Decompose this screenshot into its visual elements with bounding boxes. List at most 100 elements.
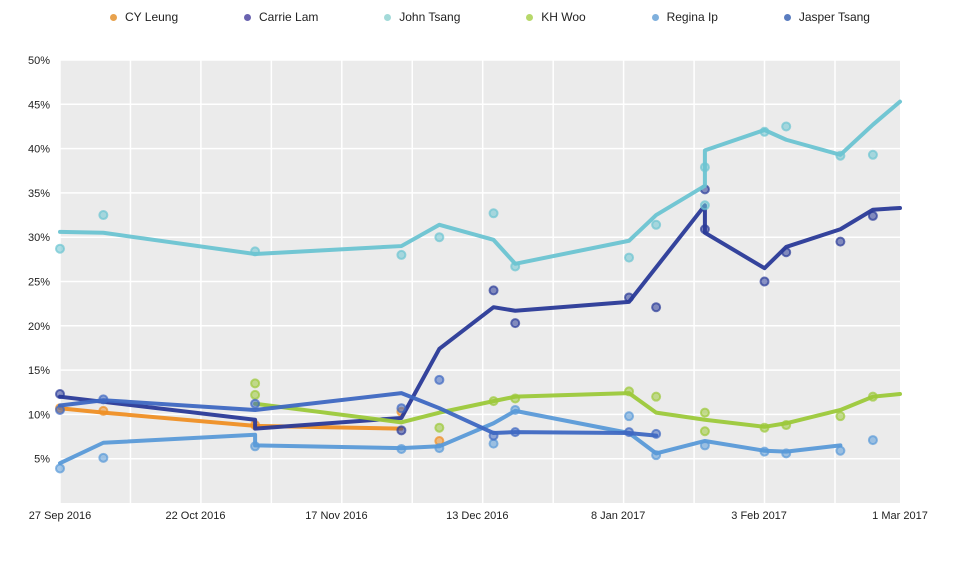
legend-label: Carrie Lam [259,10,319,24]
legend-dot-icon [384,13,392,21]
legend-item-kh-woo[interactable]: KH Woo [526,10,586,24]
data-point [699,407,710,418]
data-point [488,208,499,219]
data-point [781,121,792,132]
data-point [434,232,445,243]
data-point [488,285,499,296]
data-point [510,261,521,272]
data-point [250,398,261,409]
x-tick-label: 22 Oct 2016 [166,510,226,522]
series-john-tsang [55,99,902,272]
series-line [58,408,843,466]
data-point [624,427,635,438]
data-point [396,403,407,414]
data-point [835,150,846,161]
data-point [250,378,261,389]
data-point [651,219,662,230]
data-point [624,292,635,303]
data-point [867,149,878,160]
data-point [867,435,878,446]
y-tick-label: 10% [28,409,50,421]
series-carrie-lam [55,184,902,436]
y-tick-label: 25% [28,277,50,289]
data-point [867,210,878,221]
y-tick-label: 30% [28,232,50,244]
legend-label: Regina Ip [666,10,718,24]
data-point [624,411,635,422]
x-tick-label: 13 Dec 2016 [446,510,508,522]
y-tick-label: 40% [28,144,50,156]
data-point [651,391,662,402]
data-point [434,374,445,385]
series-line [58,406,404,431]
legend-item-regina-ip[interactable]: Regina Ip [651,10,718,24]
data-point [488,438,499,449]
series-line [58,391,659,438]
data-point [488,396,499,407]
data-point [651,450,662,461]
legend: CY Leung Carrie Lam John Tsang KH Woo Re… [110,10,870,24]
data-point [250,389,261,400]
legend-dot-icon [651,13,659,21]
data-point [759,446,770,457]
data-point [250,246,261,257]
x-tick-label: 1 Mar 2017 [872,510,928,522]
series-regina-ip [55,404,878,474]
data-point [651,302,662,313]
data-point [510,318,521,329]
data-point [699,200,710,211]
data-point [651,428,662,439]
data-point [759,126,770,137]
data-point [488,430,499,441]
legend-label: John Tsang [399,10,461,24]
data-point [699,162,710,173]
data-point [55,404,65,415]
data-point [699,440,710,451]
data-point [699,426,710,437]
y-tick-label: 20% [28,321,50,333]
legend-label: Jasper Tsang [798,10,870,24]
legend-item-cy-leung[interactable]: CY Leung [110,10,178,24]
legend-item-jasper-tsang[interactable]: Jasper Tsang [783,10,870,24]
series-line [253,391,902,429]
x-tick-label: 27 Sep 2016 [29,510,91,522]
legend-dot-icon [783,13,791,21]
data-point [98,405,109,416]
data-point [781,247,792,258]
data-point [781,448,792,459]
legend-item-carrie-lam[interactable]: Carrie Lam [244,10,318,24]
data-point [98,452,109,463]
y-tick-label: 50% [28,55,50,67]
data-point [699,224,710,235]
data-point [55,463,65,474]
series-line [58,99,902,266]
data-point [396,425,407,436]
data-point [867,391,878,402]
y-tick-label: 35% [28,188,50,200]
data-point [781,420,792,431]
data-point [98,210,109,221]
data-point [624,386,635,397]
y-tick-label: 45% [28,99,50,111]
x-tick-label: 3 Feb 2017 [731,510,787,522]
legend-item-john-tsang[interactable]: John Tsang [384,10,460,24]
x-tick-label: 8 Jan 2017 [591,510,645,522]
x-tick-label: 17 Nov 2016 [305,510,367,522]
data-point [510,393,521,404]
data-point [510,427,521,438]
data-point [759,276,770,287]
y-tick-label: 15% [28,365,50,377]
data-point [510,404,521,415]
data-point [55,243,65,254]
data-point [98,394,109,405]
data-point [396,249,407,260]
data-point [835,445,846,456]
data-point [835,411,846,422]
legend-dot-icon [110,13,117,21]
data-point [396,443,407,454]
data-point [250,441,261,452]
legend-dot-icon [526,13,534,21]
data-point [434,443,445,454]
legend-dot-icon [244,13,252,21]
